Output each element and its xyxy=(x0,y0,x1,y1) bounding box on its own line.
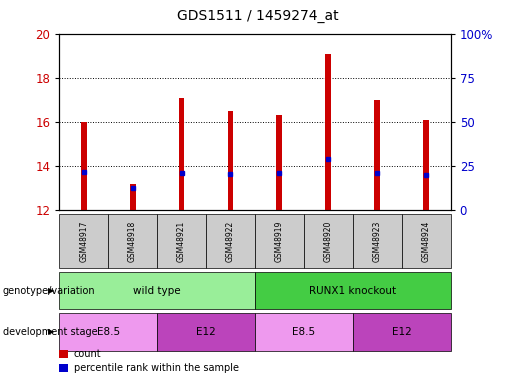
Text: GSM48921: GSM48921 xyxy=(177,220,186,262)
Text: RUNX1 knockout: RUNX1 knockout xyxy=(309,286,397,296)
Bar xyxy=(374,100,380,210)
Bar xyxy=(81,122,87,210)
Bar xyxy=(228,111,233,210)
Text: ▶: ▶ xyxy=(47,327,54,336)
Text: percentile rank within the sample: percentile rank within the sample xyxy=(74,363,238,373)
Text: E12: E12 xyxy=(196,327,216,337)
Text: count: count xyxy=(74,349,101,358)
Bar xyxy=(130,184,135,210)
Text: GSM48924: GSM48924 xyxy=(422,220,431,262)
Text: GDS1511 / 1459274_at: GDS1511 / 1459274_at xyxy=(177,9,338,23)
Text: genotype/variation: genotype/variation xyxy=(3,286,95,296)
Text: GSM48919: GSM48919 xyxy=(275,220,284,262)
Bar xyxy=(325,54,331,210)
Text: wild type: wild type xyxy=(133,286,181,296)
Text: GSM48923: GSM48923 xyxy=(373,220,382,262)
Text: GSM48917: GSM48917 xyxy=(79,220,88,262)
Text: E8.5: E8.5 xyxy=(97,327,119,337)
Text: ▶: ▶ xyxy=(47,286,54,295)
Bar xyxy=(277,115,282,210)
Text: development stage: development stage xyxy=(3,327,97,337)
Text: E12: E12 xyxy=(392,327,411,337)
Bar xyxy=(423,120,429,210)
Text: E8.5: E8.5 xyxy=(293,327,315,337)
Text: GSM48922: GSM48922 xyxy=(226,220,235,262)
Text: GSM48920: GSM48920 xyxy=(324,220,333,262)
Text: GSM48918: GSM48918 xyxy=(128,220,137,262)
Bar xyxy=(179,98,184,210)
